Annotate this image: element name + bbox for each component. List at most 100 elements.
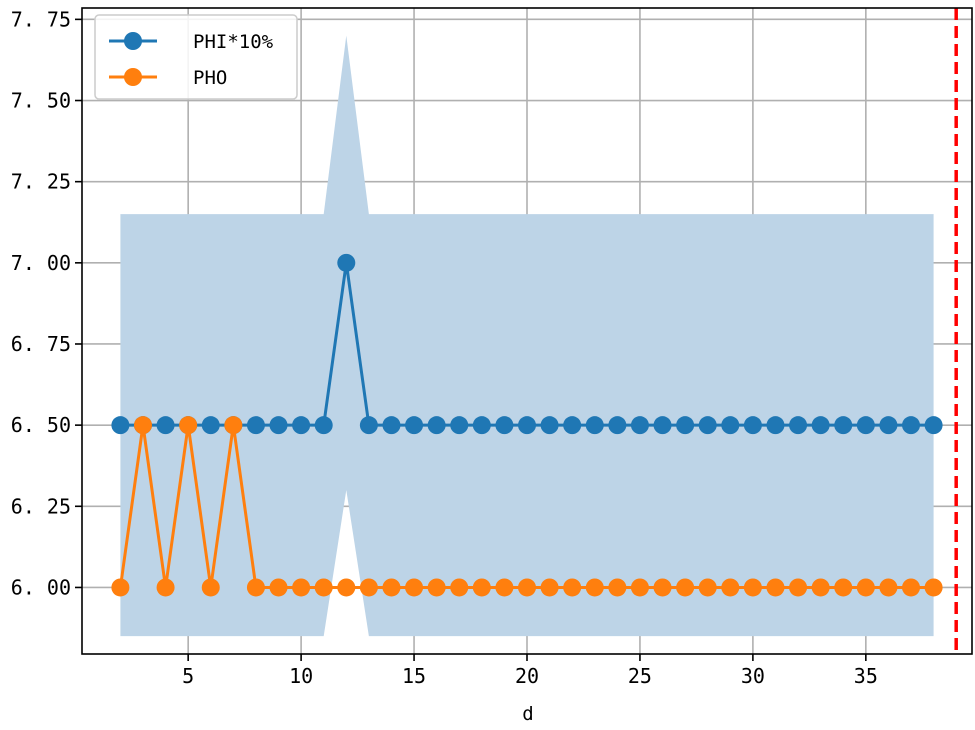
x-tick-label: 20 (515, 664, 539, 688)
series-2 (111, 416, 943, 597)
data-point (246, 416, 265, 435)
data-point (585, 416, 604, 435)
data-point (495, 578, 514, 597)
data-point (789, 416, 808, 435)
y-tick-label: 6. 25 (11, 494, 71, 518)
data-point (924, 416, 943, 435)
data-point (902, 578, 921, 597)
data-point (495, 416, 514, 435)
data-point (698, 578, 717, 597)
data-point (563, 578, 582, 597)
legend-entry: PHO (109, 67, 227, 89)
legend-label: PHI*10% (193, 31, 274, 53)
legend-marker (124, 32, 142, 50)
x-tick-label: 25 (628, 664, 652, 688)
x-tick-label: 30 (741, 664, 765, 688)
data-point (540, 578, 559, 597)
data-point (721, 578, 740, 597)
data-point (269, 416, 288, 435)
data-point (630, 416, 649, 435)
data-point (111, 578, 130, 597)
x-tick-label: 35 (854, 664, 878, 688)
y-tick-label: 6. 50 (11, 413, 71, 437)
data-point (314, 416, 333, 435)
data-point (111, 416, 130, 435)
y-tick-label: 7. 25 (11, 170, 71, 194)
data-point (676, 416, 695, 435)
data-point (856, 416, 875, 435)
data-point (630, 578, 649, 597)
data-point (766, 578, 785, 597)
data-point (743, 578, 762, 597)
data-point (269, 578, 288, 597)
data-point (879, 578, 898, 597)
data-point (201, 416, 220, 435)
data-point (811, 416, 830, 435)
data-point (653, 416, 672, 435)
data-point (789, 578, 808, 597)
data-point (856, 578, 875, 597)
y-tick-label: 6. 00 (11, 575, 71, 599)
data-point (246, 578, 265, 597)
data-point (924, 578, 943, 597)
data-point (292, 578, 311, 597)
data-point (337, 578, 356, 597)
data-point (292, 416, 311, 435)
x-tick-label: 5 (182, 664, 194, 688)
data-point (676, 578, 695, 597)
data-point (156, 416, 175, 435)
y-tick-label: 7. 50 (11, 89, 71, 113)
data-point (472, 416, 491, 435)
data-point (224, 416, 243, 435)
data-point (563, 416, 582, 435)
legend-entry: PHI*10% (109, 31, 274, 53)
data-point (405, 578, 424, 597)
data-point (405, 416, 424, 435)
data-point (518, 416, 536, 435)
data-point (518, 578, 536, 597)
data-point (450, 416, 469, 435)
data-point (201, 578, 220, 597)
data-point (179, 416, 198, 435)
data-point (382, 578, 401, 597)
legend-label: PHO (193, 67, 227, 89)
data-point (879, 416, 898, 435)
legend: PHI*10% PHO (94, 14, 298, 100)
data-point (608, 578, 627, 597)
y-tick-label: 7. 00 (11, 251, 71, 275)
data-point (653, 578, 672, 597)
legend-marker (124, 68, 142, 86)
y-tick-label: 7. 75 (11, 7, 71, 31)
y-tick-label: 6. 75 (11, 332, 71, 356)
x-axis-label: d (522, 703, 533, 725)
data-point (834, 578, 853, 597)
data-point (472, 578, 491, 597)
data-point (314, 578, 333, 597)
x-tick-label: 15 (402, 664, 426, 688)
data-point (133, 416, 152, 435)
data-point (427, 416, 446, 435)
data-point (834, 416, 853, 435)
data-point (585, 578, 604, 597)
tick-labels: 5 10 15 20 25 30 35 6. 00 6. 25 6. 50 6. 75 7. 00 7.… (11, 7, 878, 688)
data-point (450, 578, 469, 597)
data-point (427, 578, 446, 597)
x-tick-label: 10 (289, 664, 313, 688)
data-point (902, 416, 921, 435)
data-point (608, 416, 627, 435)
data-point (382, 416, 401, 435)
series-layer (111, 253, 943, 597)
data-point (337, 253, 356, 272)
data-point (359, 416, 378, 435)
confidence-band (120, 35, 934, 637)
data-point (766, 416, 785, 435)
data-point (359, 578, 378, 597)
confidence-band-layer (120, 35, 934, 637)
data-point (743, 416, 762, 435)
data-point (721, 416, 740, 435)
data-point (156, 578, 175, 597)
data-point (698, 416, 717, 435)
data-point (811, 578, 830, 597)
